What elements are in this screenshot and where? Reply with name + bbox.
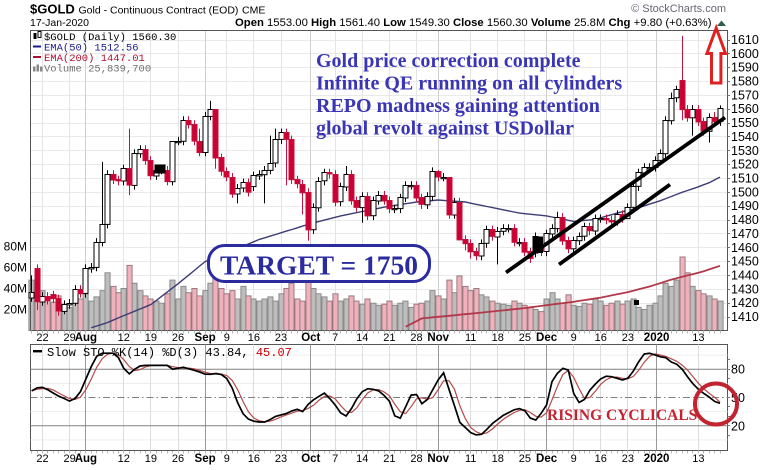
- svg-text:29: 29: [63, 332, 75, 344]
- svg-text:17-Jan-2020: 17-Jan-2020: [30, 17, 89, 29]
- svg-text:Volume 25,839,700: Volume 25,839,700: [44, 64, 151, 76]
- svg-text:18: 18: [492, 453, 504, 465]
- svg-text:9: 9: [571, 332, 577, 344]
- svg-text:16: 16: [595, 332, 607, 344]
- svg-text:1530: 1530: [731, 144, 759, 158]
- svg-text:13: 13: [692, 332, 704, 344]
- svg-text:1450: 1450: [731, 255, 759, 269]
- svg-text:16: 16: [248, 332, 260, 344]
- svg-text:23: 23: [622, 332, 634, 344]
- svg-text:1600: 1600: [731, 47, 759, 61]
- svg-text:19: 19: [145, 453, 157, 465]
- svg-text:Dec: Dec: [536, 332, 558, 344]
- svg-text:1440: 1440: [731, 268, 759, 282]
- svg-text:29: 29: [63, 453, 75, 465]
- svg-text:28: 28: [410, 332, 422, 344]
- svg-text:1520: 1520: [731, 158, 759, 172]
- svg-text:$GOLD (Daily) 1560.30: $GOLD (Daily) 1560.30: [44, 32, 176, 44]
- svg-text:1570: 1570: [731, 88, 759, 102]
- svg-text:EMA(200) 1447.01: EMA(200) 1447.01: [44, 53, 145, 65]
- svg-text:Aug: Aug: [75, 332, 97, 344]
- svg-text:26: 26: [172, 332, 184, 344]
- svg-text:1550: 1550: [731, 116, 759, 130]
- svg-text:1490: 1490: [731, 199, 759, 213]
- svg-text:global revolt against USDollar: global revolt against USDollar: [316, 118, 574, 140]
- svg-text:12: 12: [118, 453, 130, 465]
- svg-text:14: 14: [356, 453, 368, 465]
- svg-text:12: 12: [118, 332, 130, 344]
- svg-text:1420: 1420: [731, 296, 759, 310]
- svg-text:9: 9: [224, 332, 230, 344]
- svg-text:Nov: Nov: [427, 453, 449, 465]
- svg-text:Gold - Continuous Contract (EO: Gold - Continuous Contract (EOD): [79, 5, 239, 17]
- svg-text:RISING CYCLICALS: RISING CYCLICALS: [547, 407, 697, 424]
- svg-text:1430: 1430: [731, 282, 759, 296]
- svg-text:Slow STO %K(14) %D(3) 43.84, 4: Slow STO %K(14) %D(3) 43.84, 45.07: [47, 346, 292, 360]
- svg-text:11: 11: [465, 453, 476, 465]
- svg-text:19: 19: [145, 332, 157, 344]
- svg-text:9: 9: [224, 453, 230, 465]
- svg-text:28: 28: [410, 453, 422, 465]
- svg-text:25: 25: [519, 453, 531, 465]
- svg-text:REPO madness gaining attention: REPO madness gaining attention: [316, 95, 600, 117]
- svg-text:1460: 1460: [731, 241, 759, 255]
- svg-text:25: 25: [519, 332, 531, 344]
- svg-text:1590: 1590: [731, 61, 759, 75]
- svg-text:16: 16: [248, 453, 260, 465]
- svg-text:7: 7: [332, 332, 338, 344]
- svg-text:EMA(50) 1512.56: EMA(50) 1512.56: [44, 43, 139, 55]
- svg-text:26: 26: [172, 453, 184, 465]
- svg-text:Dec: Dec: [536, 453, 558, 465]
- svg-text:TARGET = 1750: TARGET = 1750: [220, 250, 418, 281]
- svg-text:21: 21: [383, 332, 395, 344]
- svg-text:Nov: Nov: [427, 332, 449, 344]
- svg-text:1610: 1610: [731, 33, 759, 47]
- svg-text:22: 22: [36, 332, 48, 344]
- svg-text:16: 16: [595, 453, 607, 465]
- svg-text:20: 20: [731, 419, 745, 433]
- svg-text:9: 9: [571, 453, 577, 465]
- svg-text:2020: 2020: [644, 453, 670, 465]
- svg-text:$GOLD: $GOLD: [30, 2, 75, 17]
- svg-text:11: 11: [465, 332, 476, 344]
- svg-text:1560: 1560: [731, 102, 759, 116]
- svg-text:Oct: Oct: [301, 332, 320, 344]
- svg-text:40M: 40M: [4, 282, 27, 296]
- svg-text:21: 21: [383, 453, 395, 465]
- svg-text:Open 1553.00 High 1561.40 Low: Open 1553.00 High 1561.40 Low 1549.30 Cl…: [235, 17, 712, 29]
- svg-text:© StockCharts.com: © StockCharts.com: [631, 3, 726, 15]
- svg-text:Aug: Aug: [75, 453, 97, 465]
- svg-text:18: 18: [492, 332, 504, 344]
- svg-text:1500: 1500: [731, 185, 759, 199]
- svg-text:Oct: Oct: [301, 453, 320, 465]
- svg-text:7: 7: [332, 453, 338, 465]
- svg-text:23: 23: [622, 453, 634, 465]
- svg-text:23: 23: [275, 453, 287, 465]
- svg-text:1410: 1410: [731, 310, 759, 324]
- svg-text:60M: 60M: [4, 261, 27, 275]
- svg-text:14: 14: [356, 332, 368, 344]
- svg-text:1510: 1510: [731, 172, 759, 186]
- svg-text:1540: 1540: [731, 130, 759, 144]
- svg-text:CME: CME: [242, 5, 265, 17]
- svg-text:80: 80: [731, 363, 745, 377]
- svg-text:80M: 80M: [4, 240, 27, 254]
- svg-text:Sep: Sep: [195, 453, 216, 465]
- svg-text:13: 13: [692, 453, 704, 465]
- svg-text:Gold price correction complete: Gold price correction complete: [316, 50, 581, 72]
- svg-text:2020: 2020: [644, 332, 670, 344]
- svg-text:Sep: Sep: [195, 332, 216, 344]
- svg-text:1480: 1480: [731, 213, 759, 227]
- svg-text:20M: 20M: [4, 303, 27, 317]
- svg-text:1470: 1470: [731, 227, 759, 241]
- svg-text:Infinite QE running on all cyl: Infinite QE running on all cylinders: [316, 73, 622, 95]
- svg-text:22: 22: [36, 453, 48, 465]
- svg-text:23: 23: [275, 332, 287, 344]
- svg-text:1580: 1580: [731, 75, 759, 89]
